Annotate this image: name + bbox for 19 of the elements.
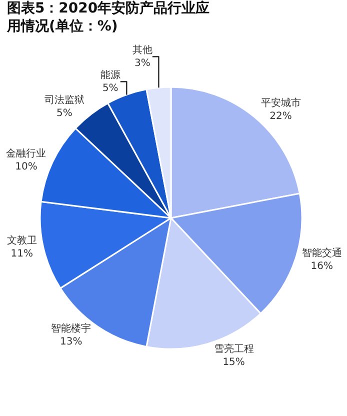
- slice-label: 雪亮工程: [214, 342, 254, 355]
- slice-label: 金融行业: [6, 147, 46, 160]
- slice-label: 智能楼宇: [51, 322, 92, 334]
- data-label: 22%: [270, 111, 292, 122]
- slice-label: 智能交通: [302, 247, 342, 260]
- slice-label: 平安城市: [260, 97, 301, 110]
- data-label: 11%: [10, 248, 34, 260]
- slice-label: 其他: [132, 44, 152, 56]
- data-label: 13%: [60, 336, 82, 348]
- slice-label: 文教卫: [6, 234, 37, 247]
- data-label: 16%: [310, 261, 333, 272]
- data-label: 5%: [56, 108, 72, 120]
- data-label: 15%: [222, 356, 245, 368]
- data-label: 10%: [15, 161, 38, 172]
- data-label: 3%: [134, 58, 150, 70]
- data-label: 5%: [102, 83, 118, 94]
- slice-label: 能源: [100, 69, 120, 82]
- chart-title: 图表5：2020年安防产品行业应用情况(单位：%): [6, 0, 210, 35]
- slice-label: 司法监狱: [44, 94, 84, 106]
